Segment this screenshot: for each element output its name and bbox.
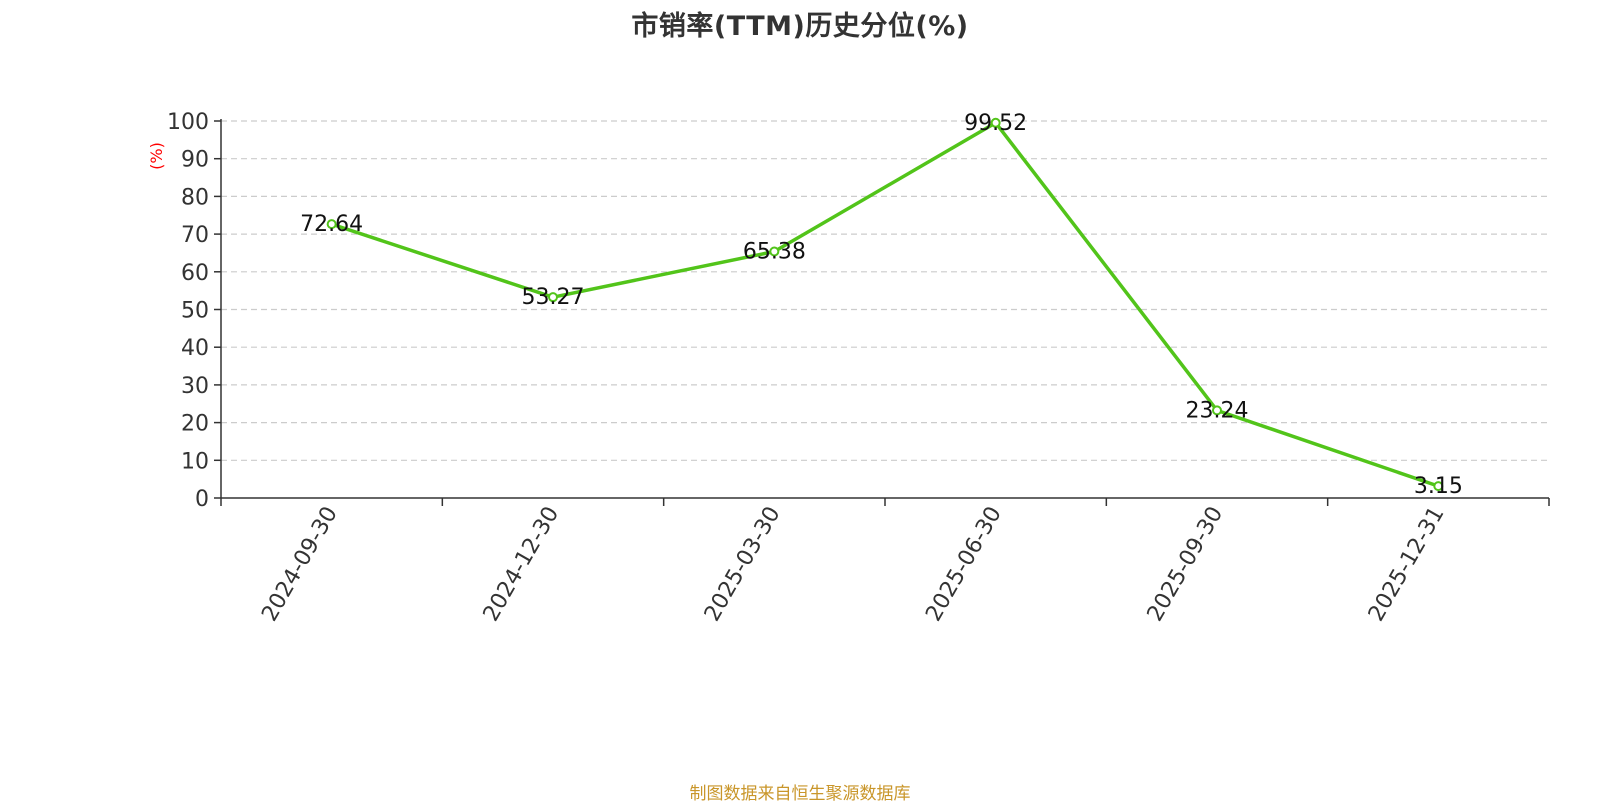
- data-point: [1212, 405, 1222, 416]
- data-point: [990, 117, 1001, 128]
- y-tick-label: 0: [195, 487, 209, 512]
- y-tick-label: 80: [181, 185, 209, 210]
- data-point: [769, 246, 780, 257]
- data-label: 99.52: [964, 111, 1027, 136]
- x-tick-labels: 2024-09-30 2024-12-30 2025-03-30 2025-06-30…: [257, 503, 1449, 626]
- data-point: [326, 219, 337, 230]
- data-label: 53.27: [522, 285, 585, 310]
- x-tick-label: 2025-12-31: [1364, 503, 1450, 626]
- data-labels: 72.64 53.27 65.38 99.52 23.24 3.15: [300, 111, 1463, 499]
- x-tick-label: 2025-06-30: [921, 503, 1007, 626]
- y-tick-label: 100: [167, 110, 209, 135]
- y-tick-label: 70: [181, 223, 209, 248]
- grid-lines: [221, 120, 1549, 461]
- x-tick-label: 2024-12-30: [479, 503, 565, 626]
- data-label: 3.15: [1414, 474, 1463, 499]
- data-label: 72.64: [300, 212, 363, 237]
- data-label: 65.38: [743, 240, 806, 265]
- y-tick-label: 20: [181, 412, 209, 437]
- x-tick-label: 2024-09-30: [257, 503, 343, 626]
- source-note: 制图数据来自恒生聚源数据库: [689, 784, 911, 804]
- data-point: [548, 292, 558, 303]
- series-line: [331, 121, 1439, 488]
- y-tick-label: 90: [181, 148, 209, 173]
- series: [326, 117, 1444, 492]
- y-tick-label: 30: [181, 374, 209, 399]
- chart-title: 市销率(TTM)历史分位(%): [631, 11, 969, 42]
- data-point: [1433, 481, 1444, 492]
- y-tick-label: 60: [181, 261, 209, 286]
- y-tick-label: 50: [181, 299, 209, 324]
- x-tick-label: 2025-03-30: [700, 503, 786, 626]
- y-tick-label: 40: [181, 336, 209, 361]
- x-tick-label: 2025-09-30: [1143, 503, 1229, 626]
- data-label: 23.24: [1186, 398, 1249, 423]
- axes: [214, 119, 1550, 506]
- y-tick-labels: 0 10 20 30 40 50 60 70 80 90 100: [167, 110, 209, 512]
- y-axis-unit-label: (%): [147, 142, 166, 170]
- y-tick-label: 10: [181, 449, 209, 474]
